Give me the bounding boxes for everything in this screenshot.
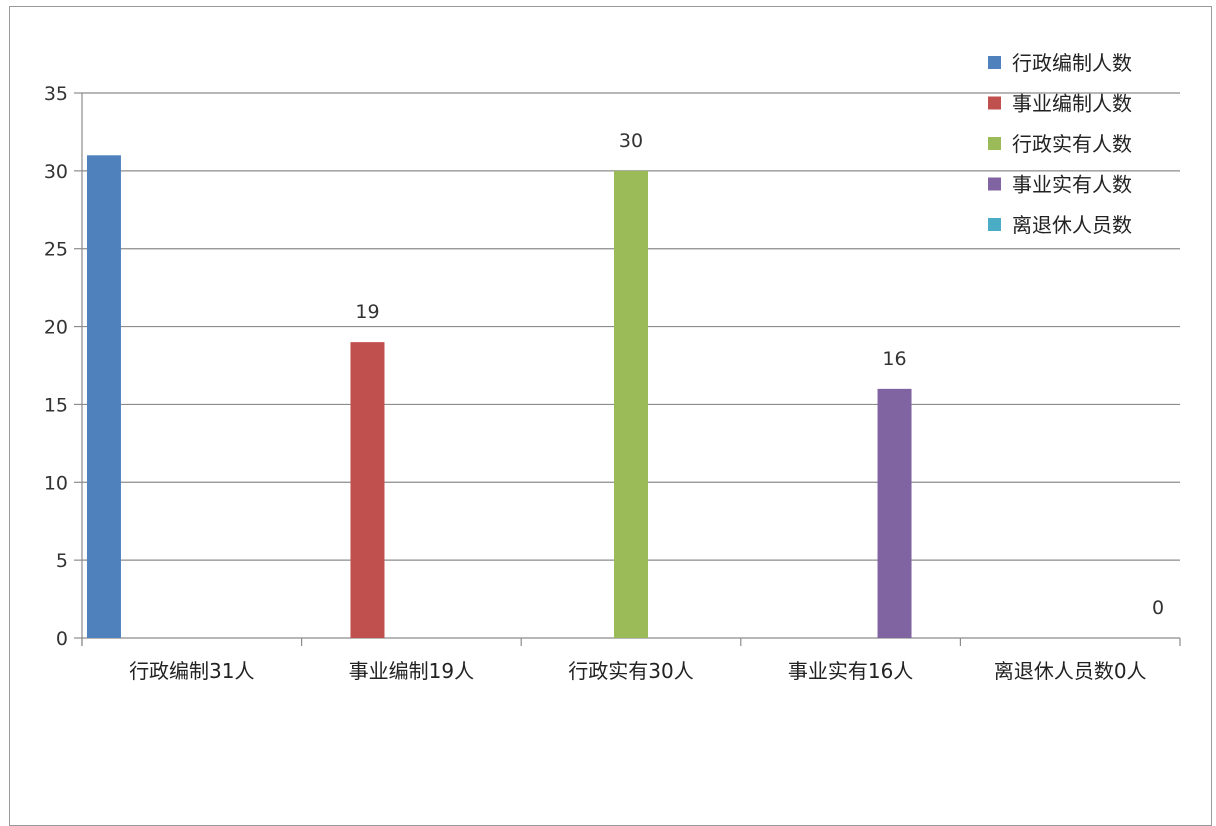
x-category-label: 离退休人员数0人 [994,659,1147,683]
bar [877,388,912,638]
legend-swatch [988,218,1001,231]
data-label: 16 [882,348,906,370]
legend-swatch [988,137,1001,150]
y-tick-label: 15 [44,394,68,416]
y-tick-label: 10 [44,472,68,494]
bar-chart: 0 5 10 15 20 25 30 35 行政编制31人 事业编制19人 行政实有30人 事业实有1… [44,51,1181,683]
chart-frame [9,6,1212,826]
y-tick-label: 30 [44,161,68,183]
legend-label: 离退休人员数 [1012,213,1132,237]
x-category-label: 行政实有30人 [568,659,693,683]
x-category-label: 行政编制31人 [129,659,254,683]
y-tick-label: 0 [56,628,68,650]
y-tick-label: 5 [56,550,68,572]
legend-label: 事业实有人数 [1012,173,1132,197]
legend-label: 行政实有人数 [1012,132,1132,156]
x-category-label: 事业实有16人 [788,659,913,683]
data-label: 19 [355,301,379,323]
legend-swatch [988,56,1001,69]
x-category-label: 事业编制19人 [349,659,474,683]
y-tick-label: 20 [44,317,68,339]
legend-swatch [988,177,1001,191]
data-label: 0 [1152,597,1164,619]
bar [350,342,385,638]
bar [614,170,648,638]
bar [86,155,121,639]
y-tick-label: 25 [44,239,68,261]
legend-swatch [988,96,1001,110]
legend-label: 事业编制人数 [1012,92,1132,116]
data-label: 30 [619,130,643,152]
legend-label: 行政编制人数 [1012,51,1132,75]
y-tick-label: 35 [44,83,68,105]
